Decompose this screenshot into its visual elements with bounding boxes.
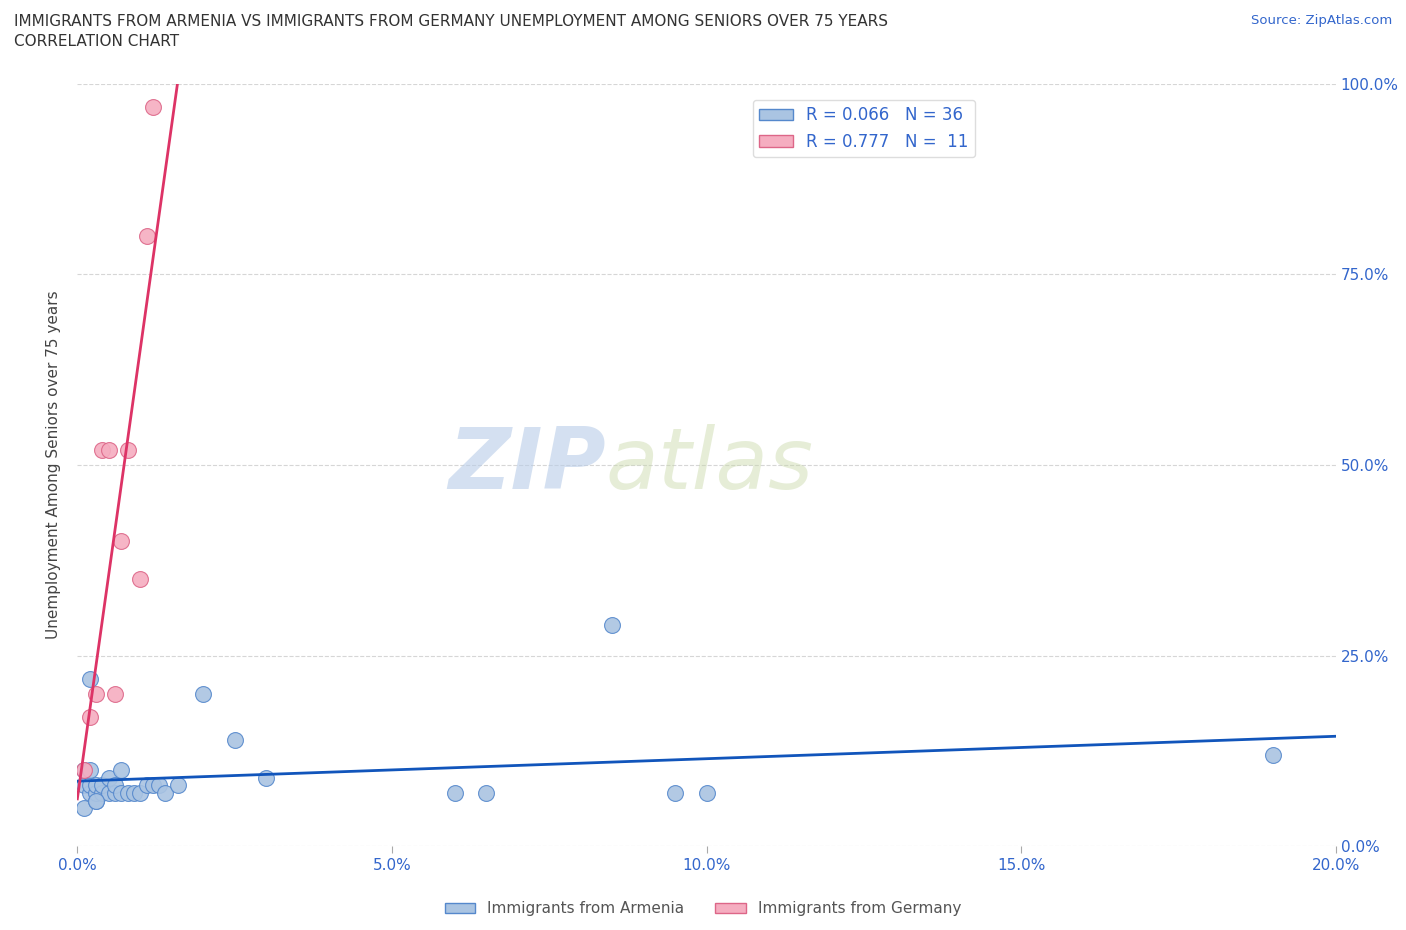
Point bbox=[79, 710, 101, 724]
Text: ZIP: ZIP bbox=[449, 423, 606, 507]
Legend: R = 0.066   N = 36, R = 0.777   N =  11: R = 0.066 N = 36, R = 0.777 N = 11 bbox=[752, 100, 974, 157]
Point bbox=[142, 100, 165, 114]
Point bbox=[129, 572, 152, 587]
Point bbox=[79, 763, 101, 777]
Point bbox=[167, 777, 190, 792]
Text: atlas: atlas bbox=[606, 423, 814, 507]
Point bbox=[79, 786, 101, 801]
Point bbox=[135, 229, 157, 244]
Point bbox=[84, 793, 107, 808]
Point bbox=[72, 801, 94, 816]
Point bbox=[104, 686, 127, 701]
Point bbox=[91, 786, 114, 801]
Point bbox=[97, 770, 120, 785]
Point bbox=[664, 786, 686, 801]
Point bbox=[84, 686, 107, 701]
Point bbox=[696, 786, 718, 801]
Point bbox=[84, 786, 107, 801]
Point bbox=[475, 786, 498, 801]
Point bbox=[79, 777, 101, 792]
Point bbox=[91, 443, 114, 458]
Point bbox=[155, 786, 177, 801]
Point bbox=[224, 732, 246, 747]
Text: Source: ZipAtlas.com: Source: ZipAtlas.com bbox=[1251, 14, 1392, 27]
Point bbox=[148, 777, 170, 792]
Point bbox=[110, 534, 132, 549]
Point bbox=[97, 443, 120, 458]
Point bbox=[1261, 748, 1284, 763]
Point bbox=[104, 786, 127, 801]
Point bbox=[110, 763, 132, 777]
Y-axis label: Unemployment Among Seniors over 75 years: Unemployment Among Seniors over 75 years bbox=[46, 291, 62, 639]
Point bbox=[104, 777, 127, 792]
Point bbox=[84, 777, 107, 792]
Point bbox=[72, 763, 94, 777]
Point bbox=[117, 443, 139, 458]
Point bbox=[191, 686, 215, 701]
Point bbox=[72, 763, 94, 777]
Point bbox=[254, 770, 277, 785]
Legend: Immigrants from Armenia, Immigrants from Germany: Immigrants from Armenia, Immigrants from… bbox=[439, 896, 967, 923]
Text: IMMIGRANTS FROM ARMENIA VS IMMIGRANTS FROM GERMANY UNEMPLOYMENT AMONG SENIORS OV: IMMIGRANTS FROM ARMENIA VS IMMIGRANTS FR… bbox=[14, 14, 889, 29]
Point bbox=[600, 618, 623, 632]
Point bbox=[444, 786, 467, 801]
Point bbox=[79, 671, 101, 686]
Point bbox=[97, 786, 120, 801]
Text: CORRELATION CHART: CORRELATION CHART bbox=[14, 34, 179, 49]
Point bbox=[142, 777, 165, 792]
Point bbox=[117, 786, 139, 801]
Point bbox=[129, 786, 152, 801]
Point bbox=[135, 777, 157, 792]
Point bbox=[122, 786, 145, 801]
Point bbox=[72, 777, 94, 792]
Point bbox=[84, 793, 107, 808]
Point bbox=[91, 777, 114, 792]
Point bbox=[110, 786, 132, 801]
